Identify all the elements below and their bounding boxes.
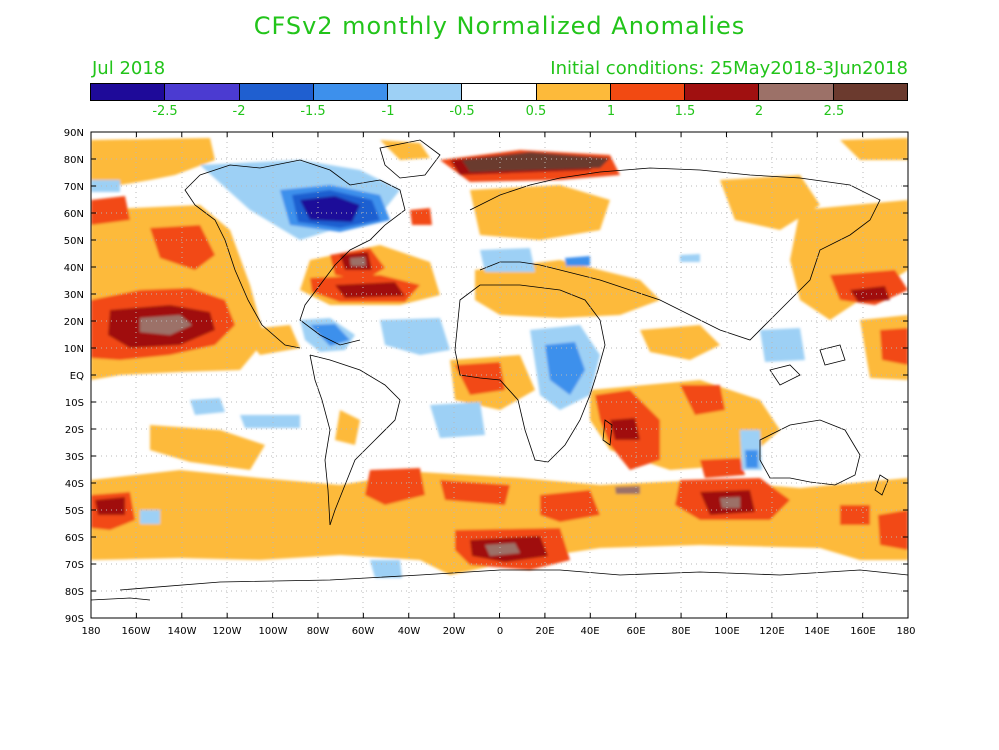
lat-label: 40S — [65, 479, 84, 490]
initial-conditions: Initial conditions: 25May2018-3Jun2018 — [550, 58, 908, 79]
lat-label: 20S — [65, 425, 84, 436]
lon-label: 60E — [626, 626, 645, 637]
lat-label: 30N — [64, 290, 84, 301]
lon-label: 140W — [168, 626, 197, 637]
lat-label: 80S — [65, 587, 84, 598]
colorbar-label: -0.5 — [449, 104, 475, 119]
colorbar-segment — [833, 84, 907, 100]
lat-label: 30S — [65, 452, 84, 463]
lon-label: 180 — [896, 626, 915, 637]
lon-label: 40W — [398, 626, 421, 637]
lat-label: 80N — [64, 155, 84, 166]
colorbar-segment — [610, 84, 686, 100]
colorbar-label: 1 — [606, 104, 616, 119]
lon-label: 160W — [122, 626, 151, 637]
lon-label: 60W — [352, 626, 375, 637]
lon-label: 120W — [213, 626, 242, 637]
colorbar-segment — [685, 84, 760, 100]
grid-lines — [91, 132, 908, 618]
colorbar-segment — [536, 84, 611, 100]
latitude-axis: 90N 80N 70N 60N 50N 40N 30N 20N 10N EQ 1… — [64, 128, 84, 625]
map-title: CFSv2 monthly Normalized Anomalies — [253, 12, 746, 40]
colorbar-label: -1 — [381, 104, 395, 119]
lon-label: 100W — [259, 626, 288, 637]
lat-label: 10S — [65, 398, 84, 409]
colorbar-label: -2.5 — [152, 104, 178, 119]
forecast-month: Jul 2018 — [92, 58, 166, 79]
lon-label: 120E — [759, 626, 784, 637]
colorbar-label: 2.5 — [823, 104, 845, 119]
lat-label: 50S — [65, 506, 84, 517]
lat-label: EQ — [70, 371, 84, 382]
lat-label: 60N — [64, 209, 84, 220]
colorbar-segment — [165, 84, 240, 100]
lon-label: 160E — [850, 626, 875, 637]
colorbar-label: 0.5 — [525, 104, 547, 119]
colorbar-segment — [91, 84, 166, 100]
lon-label: 80E — [671, 626, 690, 637]
lat-label: 60S — [65, 533, 84, 544]
lon-label: 20E — [535, 626, 554, 637]
colorbar-label: 1.5 — [674, 104, 696, 119]
lon-label: 40E — [580, 626, 599, 637]
lon-label: 100E — [714, 626, 739, 637]
colorbar-segment — [313, 84, 389, 100]
lon-label: 0 — [497, 626, 503, 637]
colorbar-label: -2 — [232, 104, 246, 119]
axis-ticks — [90, 131, 909, 619]
lon-label: 80W — [307, 626, 330, 637]
colorbar-segment — [239, 84, 314, 100]
colorbar-segment — [462, 84, 537, 100]
lat-label: 50N — [64, 236, 84, 247]
longitude-axis: 180 160W 140W 120W 100W 80W 60W 40W 20W … — [81, 626, 915, 637]
lat-label: 70N — [64, 182, 84, 193]
lat-label: 20N — [64, 317, 84, 328]
coastlines — [91, 139, 908, 601]
lat-label: 90S — [65, 614, 84, 625]
lon-label: 180 — [81, 626, 100, 637]
lon-label: 20W — [443, 626, 466, 637]
lon-label: 140E — [804, 626, 829, 637]
lat-label: 70S — [65, 560, 84, 571]
colorbar-segment — [388, 84, 463, 100]
colorbar — [90, 83, 908, 101]
lat-label: 90N — [64, 128, 84, 139]
lat-label: 10N — [64, 344, 84, 355]
colorbar-label: 2 — [754, 104, 764, 119]
colorbar-segment — [759, 84, 834, 100]
colorbar-label: -1.5 — [300, 104, 326, 119]
lat-label: 40N — [64, 263, 84, 274]
